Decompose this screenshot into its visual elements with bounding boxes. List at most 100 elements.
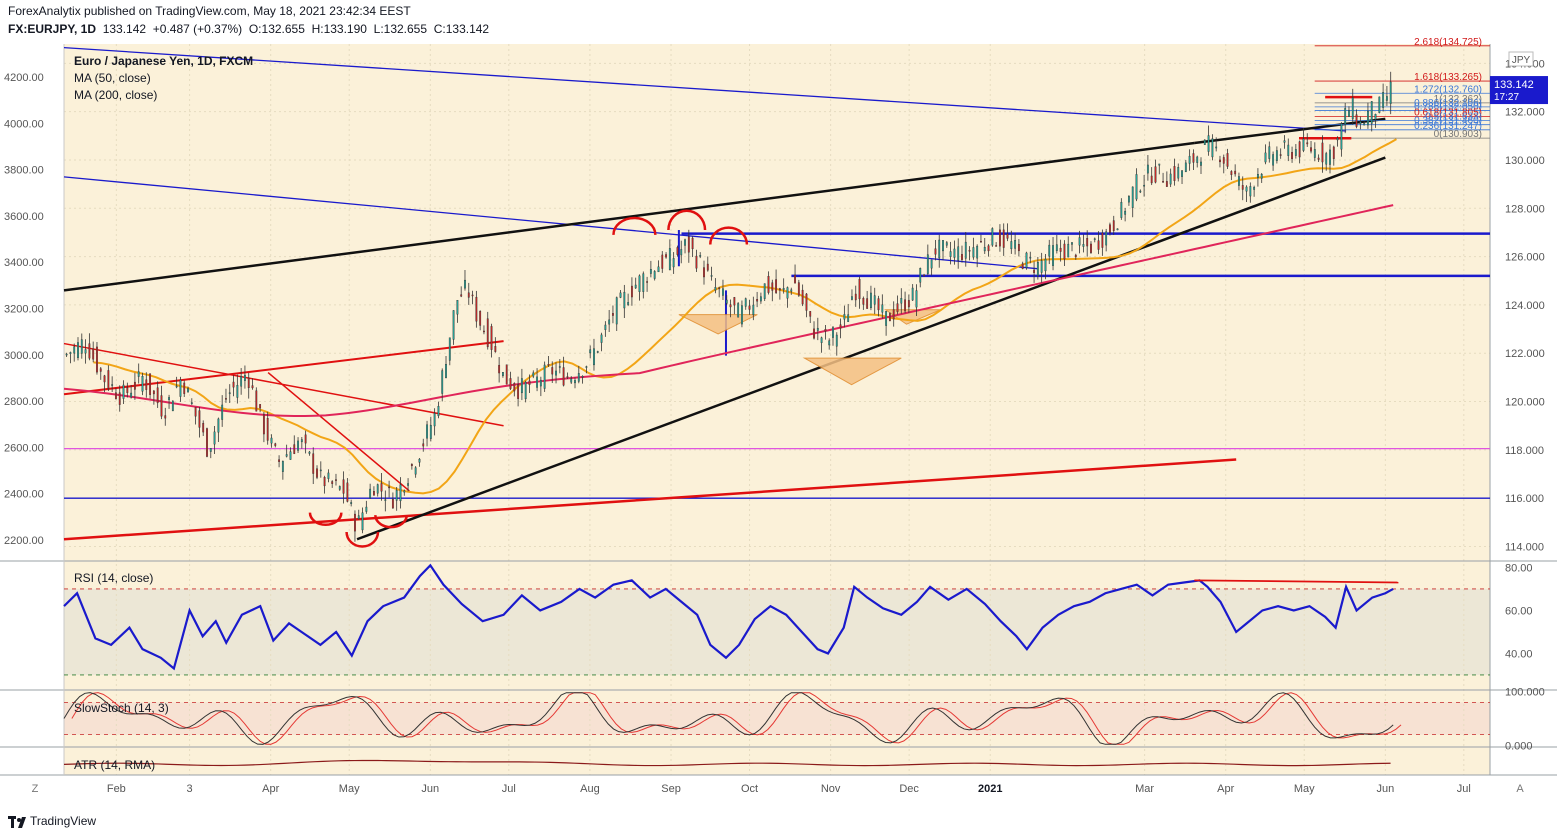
price-tick-label: 120.000 [1505,397,1545,409]
candle-body [593,348,595,366]
candle-body [1063,243,1066,260]
candle-body [999,229,1001,247]
candle-body [1044,258,1047,272]
candle-body [187,388,189,393]
candle-body [293,444,296,454]
candle-body [1021,263,1024,269]
fib-level-label: 0.786(132.050) [1414,101,1482,112]
candle-body [1230,171,1233,175]
red-wedge-line [267,371,410,492]
candle-body [938,239,941,259]
candle-body [570,378,573,383]
candle-body [1128,196,1130,203]
candle-body [281,460,284,472]
candle-body [1268,146,1271,159]
zoom-icon: Z [32,783,39,795]
left-tick-label: 3200.00 [4,304,44,316]
candle-body [418,458,421,463]
footer-brand: TradingView [30,814,97,828]
publisher-line: ForexAnalytix published on TradingView.c… [8,4,411,18]
candle-body [1211,138,1214,158]
candle-body [536,376,538,388]
rsi-band [64,588,1490,675]
candle-body [84,349,87,354]
candle-body [1071,242,1073,245]
candle-body [1120,201,1123,218]
candle-body [1310,147,1312,152]
candle-body [1329,149,1331,165]
atr-line [63,759,1391,767]
candle-body [1177,167,1180,179]
candle-body [934,248,937,255]
candle-body [331,481,334,484]
candle-body [1245,186,1248,192]
candle-body [1082,244,1085,247]
candle-body [608,319,611,325]
candle-body [1351,97,1354,120]
candle-body [919,268,922,283]
last-price-text: 133.142 [1494,79,1534,91]
candle-body [460,294,463,297]
candle-body [1162,181,1164,183]
downtrend-line-lower [63,176,1038,270]
candle-body [414,467,417,475]
target-triangle-3 [883,309,941,325]
candle-body [1348,110,1350,118]
candle-body [945,242,948,246]
candle-body [1196,156,1199,163]
candle-body [1378,96,1381,113]
candle-body [1260,174,1263,179]
candle-body [308,451,311,454]
candle-body [661,254,664,269]
candle-body [137,371,140,377]
candle-body [1181,170,1183,177]
candle-body [1241,185,1244,190]
candle-body [615,297,618,325]
candle-body [251,385,254,389]
candle-body [710,275,713,277]
price-tick-label: 132.000 [1505,107,1545,119]
candle-body [714,287,717,291]
ma200-line [63,204,1394,418]
candle-body [99,368,102,372]
candle-body [741,305,743,325]
candle-body [778,288,781,291]
price-tick-label: 114.000 [1505,542,1544,554]
candle-body [1313,149,1316,158]
chart-canvas[interactable]: 114.000 116.000 118.000 120.000 122.000 124.0… [0,0,1557,812]
left-tick-label: 3800.00 [4,165,44,177]
candle-body [596,351,599,353]
left-shoulder-arc [612,216,657,235]
candle-body [475,296,478,322]
time-tick-label: Sep [661,783,681,795]
left-tick-label: 2200.00 [4,535,44,547]
high-label: H: [311,22,324,36]
main-title: Euro / Japanese Yen, 1D, FXCM [74,54,253,68]
candle-body [1150,175,1153,184]
candle-body [691,237,694,250]
currency-box [1508,51,1534,67]
candle-body [824,328,827,332]
candle-body [156,387,159,404]
candle-body [1382,92,1385,108]
candle-body [900,297,903,304]
candle-body [380,483,383,492]
candle-body [911,287,914,301]
candle-body [839,324,842,329]
candle-body [1052,245,1054,266]
candle-body [1017,243,1020,252]
candle-body [388,486,391,489]
candle-body [1321,142,1324,163]
candle-body [213,431,216,445]
fib-level-label: 0(130.903) [1434,129,1482,140]
candle-body [1173,166,1176,181]
candle-body [1256,174,1259,179]
candle-body [1116,228,1119,231]
candle-body [896,303,899,312]
candle-body [88,343,91,359]
candle-body [1385,96,1388,101]
candle-body [1332,146,1335,159]
candle-body [1184,162,1187,173]
candle-body [437,406,440,417]
candle-body [1135,174,1138,200]
